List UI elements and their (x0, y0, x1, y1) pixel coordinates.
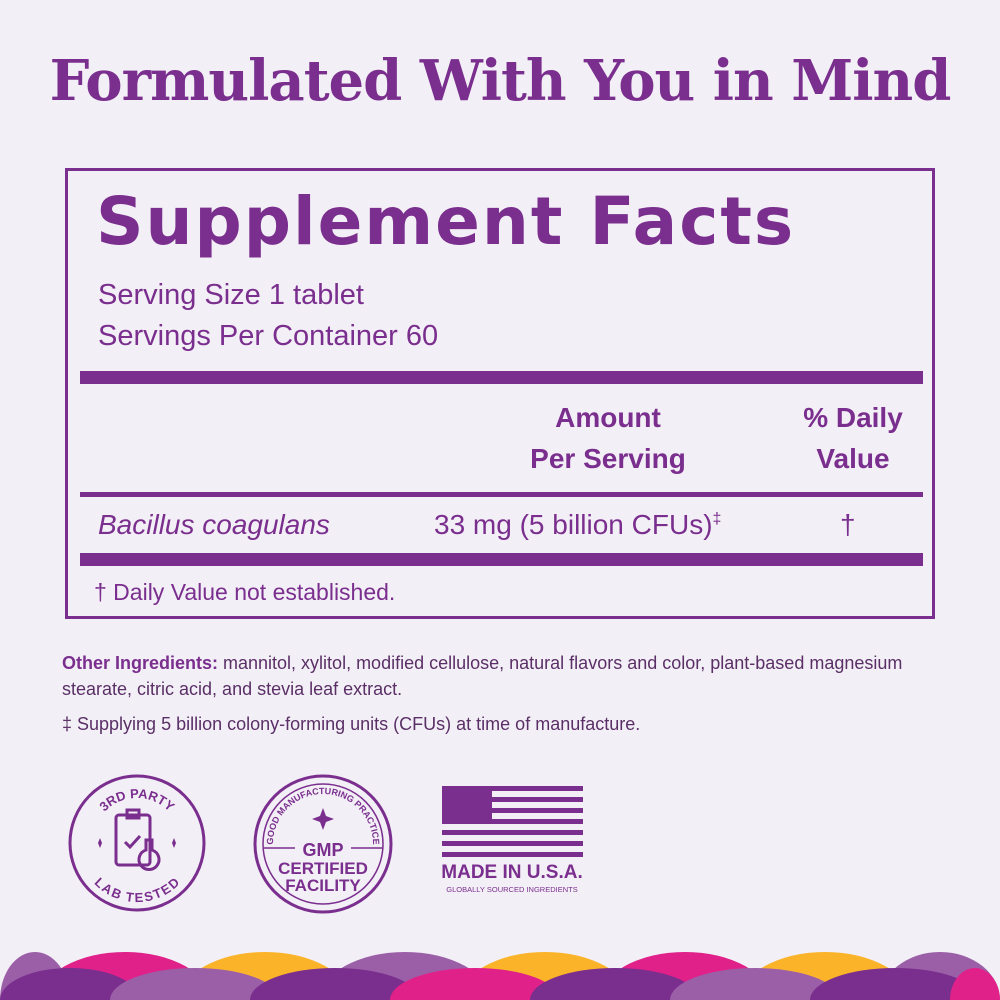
wave-scallop (950, 968, 1000, 1000)
other-ingredients: Other Ingredients: mannitol, xylitol, mo… (62, 650, 942, 702)
gmp-line: FACILITY (285, 876, 361, 895)
panel-title: Supplement Facts (96, 183, 796, 260)
wave-scallop (530, 968, 700, 1000)
serving-size: Serving Size 1 tablet (98, 279, 364, 311)
amount-header-line: Amount (555, 402, 661, 433)
wave-scallop (110, 968, 280, 1000)
ingredient-name: Bacillus coagulans (98, 509, 330, 540)
wave-scallop (390, 968, 560, 1000)
footnote: † Daily Value not established. (94, 579, 396, 605)
wave-scallop (250, 968, 420, 1000)
wave-scallop (0, 968, 140, 1000)
wave-scallop (670, 968, 840, 1000)
supplement-facts-panel: Supplement Facts Serving Size 1 tablet S… (65, 168, 935, 619)
sourcing-text: GLOBALLY SOURCED INGREDIENTS (446, 885, 577, 894)
headline: Formulated With You in Mind (49, 48, 952, 114)
us-flag-icon (442, 786, 583, 857)
made-in-usa-badge: MADE IN U.S.A. GLOBALLY SOURCED INGREDIE… (442, 786, 583, 894)
supply-note: ‡ Supplying 5 billion colony-forming uni… (62, 714, 641, 734)
sparkle-icon (312, 808, 334, 830)
gmp-line: CERTIFIED (278, 859, 368, 878)
gmp-line: GMP (302, 840, 343, 860)
dv-header-line: Value (816, 443, 890, 474)
servings-per-container: Servings Per Container 60 (98, 320, 439, 352)
other-ingredients-label: Other Ingredients: (62, 653, 219, 673)
dv-header: % Daily Value (778, 397, 928, 479)
decorative-wave-border (0, 952, 1000, 1000)
lab-tested-badge: 3RD PARTY LAB TESTED (68, 774, 206, 912)
thin-divider (80, 492, 923, 497)
other-ingredients-text: mannitol, xylitol, modified cellulose, n… (62, 653, 903, 699)
amount-value: 33 mg (5 billion CFUs) (434, 509, 713, 540)
gmp-badge: GOOD MANUFACTURING PRACTICE GMP CERTIFIE… (253, 774, 393, 914)
wave-scallop (810, 968, 980, 1000)
ingredient-amount: 33 mg (5 billion CFUs)‡ (434, 509, 721, 541)
thick-divider (80, 371, 923, 384)
clipboard-flask-icon (114, 808, 161, 872)
thick-divider (80, 553, 923, 566)
amount-mark: ‡ (712, 510, 722, 528)
amount-header-line: Per Serving (530, 443, 686, 474)
made-in-usa-text: MADE IN U.S.A. (442, 862, 583, 883)
ingredient-dv: † (840, 509, 856, 540)
dv-header-line: % Daily (803, 402, 903, 433)
amount-header: Amount Per Serving (488, 397, 728, 479)
